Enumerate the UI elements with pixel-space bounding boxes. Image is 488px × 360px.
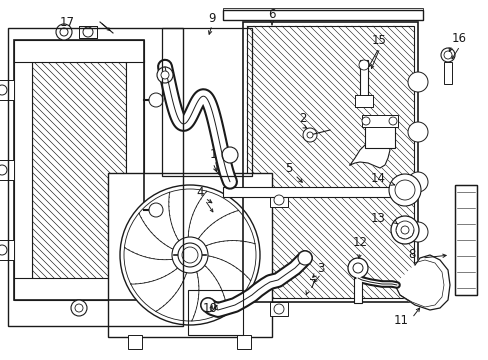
Circle shape (407, 222, 427, 242)
Bar (443, 62, 451, 84)
Text: 12: 12 (352, 235, 367, 248)
Text: 7: 7 (308, 279, 316, 292)
Bar (454, 185, 476, 295)
Bar (8, 28, 183, 326)
Circle shape (83, 27, 93, 37)
Circle shape (443, 51, 451, 59)
Circle shape (161, 71, 169, 79)
Text: 1: 1 (209, 148, 216, 162)
Circle shape (273, 195, 284, 205)
Circle shape (358, 60, 368, 70)
Circle shape (178, 243, 202, 267)
Bar (162, 28, 251, 176)
Bar (269, 193, 287, 207)
Bar (0, 160, 14, 180)
Text: 3: 3 (317, 261, 324, 274)
Circle shape (394, 180, 414, 200)
Circle shape (201, 298, 215, 312)
Circle shape (60, 28, 68, 36)
Text: 8: 8 (407, 248, 415, 261)
Text: 13: 13 (370, 211, 385, 225)
Bar (0, 240, 14, 260)
Bar (128, 335, 142, 349)
Bar (361, 115, 397, 127)
Circle shape (172, 237, 207, 273)
Bar (223, 10, 422, 20)
Circle shape (306, 132, 312, 138)
Circle shape (407, 172, 427, 192)
Text: 6: 6 (268, 8, 275, 21)
Bar (126, 60, 143, 280)
Bar (223, 8, 422, 20)
Bar (14, 60, 32, 280)
Bar (454, 185, 476, 295)
Polygon shape (349, 136, 389, 168)
Circle shape (407, 72, 427, 92)
Circle shape (297, 251, 311, 265)
Bar (14, 278, 143, 300)
Circle shape (157, 67, 173, 83)
Circle shape (182, 247, 198, 263)
Circle shape (407, 122, 427, 142)
Circle shape (395, 221, 413, 239)
Polygon shape (394, 255, 449, 310)
Circle shape (0, 85, 7, 95)
Circle shape (71, 300, 87, 316)
Bar (359, 60, 367, 105)
Circle shape (352, 263, 362, 273)
Circle shape (120, 185, 260, 325)
Circle shape (440, 48, 454, 62)
Circle shape (75, 304, 83, 312)
Text: 2: 2 (299, 112, 306, 125)
Text: 9: 9 (208, 12, 215, 24)
Text: 14: 14 (370, 171, 385, 184)
Circle shape (0, 165, 7, 175)
Bar (223, 187, 417, 197)
Bar (243, 22, 417, 302)
Circle shape (303, 128, 316, 142)
Bar (237, 335, 250, 349)
Bar (14, 40, 143, 62)
Bar (269, 302, 287, 316)
Bar (246, 26, 413, 298)
Bar (353, 278, 361, 303)
Circle shape (149, 93, 163, 107)
Bar (354, 95, 372, 107)
Circle shape (347, 258, 367, 278)
Bar (364, 120, 394, 148)
Circle shape (273, 304, 284, 314)
Circle shape (388, 117, 396, 125)
Circle shape (400, 226, 408, 234)
Circle shape (361, 117, 369, 125)
Text: 4: 4 (196, 185, 203, 198)
Text: 15: 15 (371, 33, 386, 46)
Bar (79, 26, 97, 38)
Circle shape (222, 147, 238, 163)
Bar (0, 80, 14, 100)
Text: 17: 17 (60, 15, 74, 28)
Bar (14, 40, 143, 300)
Bar (32, 60, 126, 280)
Circle shape (390, 216, 418, 244)
Bar (187, 290, 243, 335)
Bar (79, 26, 97, 38)
Text: 11: 11 (393, 314, 407, 327)
Text: 10: 10 (202, 302, 217, 315)
Circle shape (56, 24, 72, 40)
Circle shape (388, 174, 420, 206)
Circle shape (0, 245, 7, 255)
Bar (108, 173, 271, 337)
Text: 5: 5 (285, 162, 292, 175)
Text: 16: 16 (450, 31, 466, 45)
Circle shape (149, 203, 163, 217)
